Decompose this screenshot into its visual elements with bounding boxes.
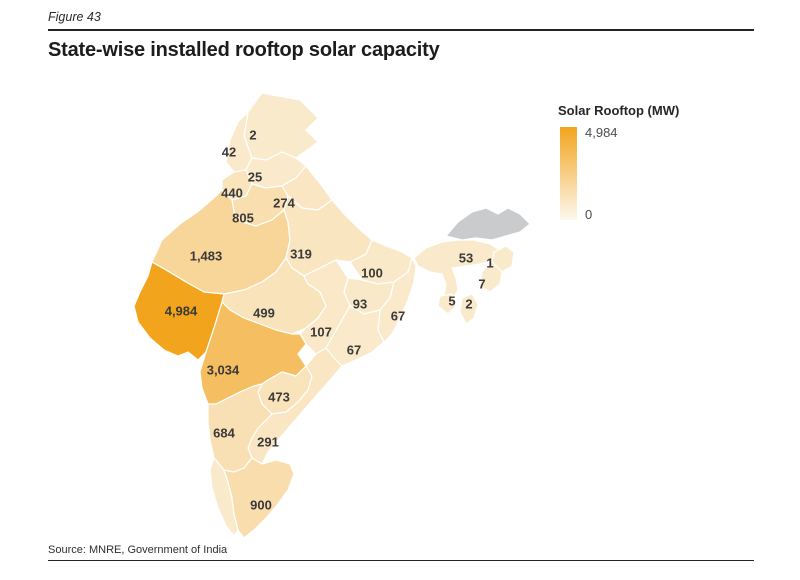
value-label-west-bengal: 67 (391, 309, 405, 324)
value-label-uttar-pradesh: 319 (290, 247, 312, 262)
value-label-gujarat: 4,984 (165, 304, 198, 319)
value-label-mizoram: 2 (465, 297, 472, 312)
value-label-karnataka: 684 (213, 426, 235, 441)
value-label-punjab: 440 (221, 186, 243, 201)
value-label-haryana: 805 (232, 211, 254, 226)
page-title: State-wise installed rooftop solar capac… (48, 39, 440, 61)
map-svg: 242254402748051,4834,9843191009367499107… (133, 92, 531, 539)
region-uttar-pradesh (283, 195, 373, 277)
value-label-madhya-pradesh: 499 (253, 306, 275, 321)
legend-max-label: 4,984 (585, 125, 618, 140)
value-label-chhattisgarh: 107 (310, 325, 332, 340)
value-label-tripura: 5 (448, 294, 455, 309)
value-label-assam: 53 (459, 251, 473, 266)
value-label-manipur: 7 (478, 277, 485, 292)
value-label-andhra-pradesh: 291 (257, 435, 279, 450)
value-label-tamil-nadu: 900 (250, 498, 272, 513)
value-label-jammu-kashmir: 42 (222, 145, 236, 160)
legend-min-label: 0 (585, 207, 593, 222)
legend-gradient-bar (560, 127, 577, 220)
value-label-telangana: 473 (268, 390, 290, 405)
legend-title: Solar Rooftop (MW) (558, 103, 680, 118)
value-label-odisha: 67 (347, 343, 361, 358)
value-label-maharashtra: 3,034 (207, 363, 240, 378)
value-label-nagaland: 1 (486, 256, 493, 271)
region-gujarat (133, 261, 225, 361)
india-choropleth-map: 2 42 25 440 274 805 1,483 4,984 319 100 93 67 499 107… (125, 85, 555, 545)
region-ladakh (243, 92, 319, 161)
value-label-rajasthan: 1,483 (190, 249, 223, 264)
footer-rule (48, 560, 754, 561)
value-label-jharkhand: 93 (353, 297, 367, 312)
value-label-uttarakhand: 274 (273, 196, 295, 211)
legend-body: 4,984 0 (558, 125, 728, 227)
region-arunachal-pradesh (445, 207, 531, 241)
source-note: Source: MNRE, Government of India (48, 544, 228, 556)
region-mizoram (459, 293, 479, 325)
value-label-bihar: 100 (361, 266, 383, 281)
value-label-himachal-pradesh: 25 (248, 170, 262, 185)
region-tripura (437, 293, 457, 315)
value-label-ladakh: 2 (249, 128, 256, 143)
region-odisha (325, 305, 385, 367)
region-manipur (479, 261, 503, 293)
region-tamil-nadu (223, 457, 295, 539)
figure-label: Figure 43 (48, 10, 101, 24)
legend: Solar Rooftop (MW) 4,984 0 (558, 103, 728, 227)
header-rule (48, 29, 754, 31)
